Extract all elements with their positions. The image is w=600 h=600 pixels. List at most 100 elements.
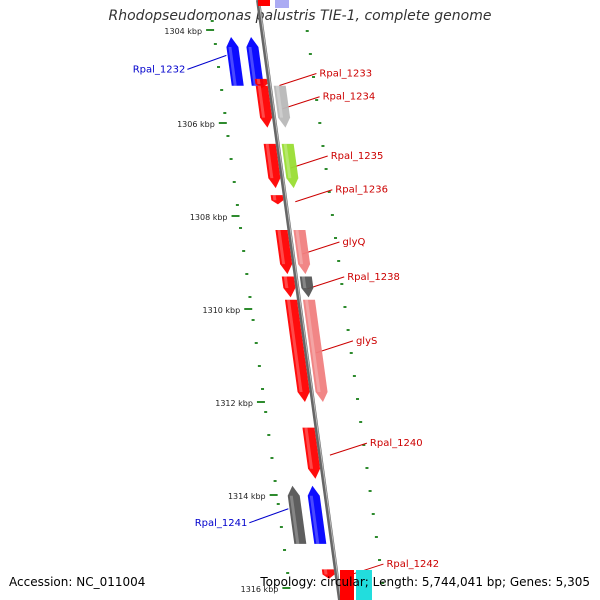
scale-dot — [334, 237, 338, 239]
gene-label-Rpal_1242: Rpal_1242 — [386, 559, 439, 570]
gene-shine-Rpal_1235b — [283, 143, 292, 179]
scale-dot — [381, 582, 385, 584]
scale-label: 1312 kbp — [215, 399, 253, 408]
gene-leader-Rpal_1238 — [307, 276, 345, 290]
scale-dot — [327, 191, 331, 193]
scale-dot — [270, 457, 274, 459]
scale-label: 1310 kbp — [203, 306, 241, 315]
scale-dot — [213, 43, 217, 45]
topology-summary: Topology: circular; Length: 5,744,041 bp… — [260, 575, 590, 589]
scale-dot — [352, 375, 356, 377]
scale-dot — [305, 30, 309, 32]
gene-arrow-glyQ — [275, 229, 293, 275]
gene-shine-Rpal_1233 — [256, 78, 261, 84]
gene-label-Rpal_1241: Rpal_1241 — [195, 518, 248, 529]
gene-arrow-glyQb — [293, 229, 311, 275]
scale-dot — [349, 352, 353, 354]
gene-arrow-Rpal_1235 — [263, 143, 281, 189]
scale-label: 1314 kbp — [228, 492, 266, 501]
gene-leader-glyS — [315, 340, 354, 354]
scale-dot — [232, 181, 236, 183]
gene-label-Rpal_1233: Rpal_1233 — [319, 68, 372, 79]
gene-shine-Rpal_1232 — [228, 46, 237, 86]
gene-shine-Rpal_1240 — [304, 427, 314, 469]
gene-label-Rpal_1238: Rpal_1238 — [347, 272, 400, 283]
edge-feature-top — [258, 0, 270, 6]
scale-dot — [321, 145, 325, 147]
gene-shine-glySb — [304, 299, 321, 392]
gene-shine-Rpal_1235 — [265, 143, 274, 179]
genome-backbone — [256, 0, 342, 600]
gene-arrow-Rpal_1241 — [287, 485, 307, 544]
scale-dot — [220, 89, 224, 91]
scale-dot — [239, 227, 243, 229]
scale-dot — [337, 260, 341, 262]
gene-label-glyS: glyS — [356, 336, 377, 347]
scale-dot — [217, 66, 221, 68]
gene-shine-Rpal_1232b — [248, 46, 257, 86]
scale-dot — [248, 296, 252, 298]
scale-dot — [229, 158, 233, 160]
scale-dot — [251, 319, 255, 321]
gene-arrow-glySb — [302, 299, 328, 402]
gene-arrow-glyS — [284, 299, 310, 402]
gene-leader-Rpal_1236 — [295, 189, 333, 203]
scale-dot — [324, 168, 328, 170]
scale-dot — [273, 480, 277, 482]
gene-shine-Rpal_1236 — [272, 195, 277, 201]
gene-label-Rpal_1240: Rpal_1240 — [370, 438, 423, 449]
gene-label-Rpal_1232: Rpal_1232 — [133, 64, 186, 75]
gene-arrow-Rpal_1241b — [307, 485, 327, 544]
gene-shine-Rpal_1234 — [257, 85, 266, 118]
scale-dot — [368, 490, 372, 492]
scale-dot — [330, 214, 334, 216]
scale-dot — [365, 467, 369, 469]
gene-arrow-Rpal_1238 — [281, 276, 296, 298]
scale-label: 1316 kbp — [241, 585, 279, 594]
gene-shine-glyQ — [277, 229, 286, 265]
gene-leader-Rpal_1235 — [290, 155, 328, 169]
scale-dot — [356, 398, 360, 400]
scale-dot — [315, 99, 319, 101]
scale-dot — [242, 250, 246, 252]
scale-dot — [343, 306, 347, 308]
map-title: Rhodopseudomonas palustris TIE-1, comple… — [108, 8, 492, 24]
gene-label-Rpal_1234: Rpal_1234 — [323, 92, 376, 103]
scale-dot — [359, 421, 363, 423]
gene-shine-glyQb — [295, 229, 304, 265]
scale-dot — [254, 342, 258, 344]
gene-leader-Rpal_1240 — [329, 442, 368, 456]
accession-label: Accession: NC_011004 — [9, 575, 146, 589]
gene-arrow-Rpal_1232b — [246, 36, 264, 86]
gene-shine-Rpal_1241 — [289, 495, 300, 544]
scale-dot — [312, 76, 316, 78]
gene-leader-Rpal_1233 — [279, 72, 317, 86]
scale-dot — [264, 411, 268, 413]
gene-leader-Rpal_1232 — [187, 54, 227, 70]
scale-dot — [340, 283, 344, 285]
gene-arrow-Rpal_1235b — [281, 143, 299, 189]
scale-dot — [308, 53, 312, 55]
scale-dot — [318, 122, 322, 124]
scale-dot — [276, 503, 280, 505]
scale-dot — [346, 329, 350, 331]
gene-arrow-Rpal_1240 — [302, 427, 321, 479]
edge-feature-bottom-2 — [356, 570, 372, 600]
gene-shine-Rpal_1234b — [275, 85, 284, 118]
gene-arrow-Rpal_1236 — [270, 195, 284, 205]
gene-label-glyQ: glyQ — [342, 237, 365, 248]
scale-dot — [283, 549, 287, 551]
scale-dot — [279, 526, 283, 528]
gene-shine-Rpal_1242 — [323, 569, 328, 575]
gene-leader-Rpal_1241 — [249, 508, 289, 524]
edge-feature-top-2 — [275, 0, 289, 8]
scale-label: 1308 kbp — [190, 213, 228, 222]
gene-label-Rpal_1235: Rpal_1235 — [331, 151, 384, 162]
gene-arrow-Rpal_1234b — [273, 85, 291, 128]
scale-dot — [286, 572, 290, 574]
scale-dot — [261, 388, 265, 390]
scale-dot — [223, 112, 227, 114]
genome-backbone-highlight — [258, 0, 342, 600]
scale-label: 1304 kbp — [164, 27, 202, 36]
